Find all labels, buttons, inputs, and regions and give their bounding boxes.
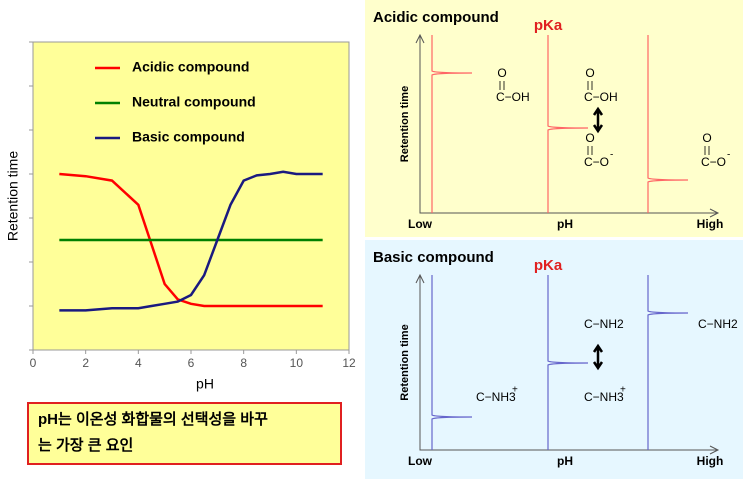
structure: C−NH3 — [476, 390, 516, 404]
chromatogram — [647, 35, 689, 213]
double-bond — [704, 146, 710, 155]
pka-label: pKa — [534, 257, 563, 274]
acidic-panel — [365, 0, 743, 237]
chromatogram — [547, 275, 589, 450]
axis-low: Low — [408, 454, 433, 468]
series-line — [59, 172, 323, 308]
x-tick-label: 10 — [290, 356, 304, 370]
structure: C−NH2 — [584, 317, 624, 331]
atom: O — [497, 66, 506, 80]
atom: O — [585, 131, 594, 145]
chromatogram — [431, 35, 473, 213]
atom: O — [585, 66, 594, 80]
double-bond — [499, 81, 505, 90]
structure: C−O — [701, 155, 726, 169]
axis-high: High — [697, 454, 724, 468]
legend-label: Acidic compound — [132, 59, 249, 75]
x-tick-label: 8 — [240, 356, 247, 370]
y-axis-label: Retention time — [5, 151, 21, 241]
structure: C−NH3 — [584, 390, 624, 404]
panel-title: Acidic compound — [373, 9, 499, 26]
x-tick-label: 12 — [342, 356, 356, 370]
structure: C−NH2 — [698, 317, 738, 331]
structure: C−O — [584, 155, 609, 169]
caption-box — [27, 402, 342, 465]
charge: + — [620, 385, 626, 396]
x-tick-label: 0 — [30, 356, 37, 370]
charge: + — [512, 385, 518, 396]
basic-panel — [365, 240, 743, 479]
legend-label: Basic compound — [132, 129, 245, 145]
pka-label: pKa — [534, 17, 563, 34]
double-bond — [587, 146, 593, 155]
axes — [419, 35, 718, 214]
equilibrium-arrow — [592, 106, 604, 134]
double-bond — [587, 81, 593, 90]
axes — [419, 275, 718, 451]
axis-mid: pH — [557, 454, 573, 468]
plot-area — [32, 41, 350, 351]
structure: C−OH — [496, 90, 530, 104]
charge: - — [727, 150, 730, 161]
axis-mid: pH — [557, 217, 573, 231]
axis-low: Low — [408, 217, 433, 231]
panel-y-label: Retention time — [399, 324, 411, 400]
panel-y-label: Retention time — [399, 86, 411, 162]
x-tick-label: 4 — [135, 356, 142, 370]
panel-title: Basic compound — [373, 249, 494, 266]
equilibrium-arrow — [592, 343, 604, 371]
chromatogram — [431, 275, 473, 450]
x-axis-label: pH — [196, 376, 214, 392]
legend-label: Neutral compound — [132, 94, 256, 110]
axis-high: High — [697, 217, 724, 231]
chromatogram — [647, 275, 689, 450]
chromatogram — [547, 35, 589, 213]
x-tick-label: 2 — [82, 356, 89, 370]
structure: C−OH — [584, 90, 618, 104]
axis-arrow — [415, 33, 720, 218]
series-line — [59, 170, 323, 312]
charge: - — [610, 150, 613, 161]
axis-arrow — [415, 273, 720, 455]
caption-line: 는 가장 큰 요인 — [38, 436, 133, 454]
caption-line: pH는 이온성 화합물의 선택성을 바꾸 — [38, 410, 268, 428]
atom: O — [702, 131, 711, 145]
x-tick-label: 6 — [188, 356, 195, 370]
